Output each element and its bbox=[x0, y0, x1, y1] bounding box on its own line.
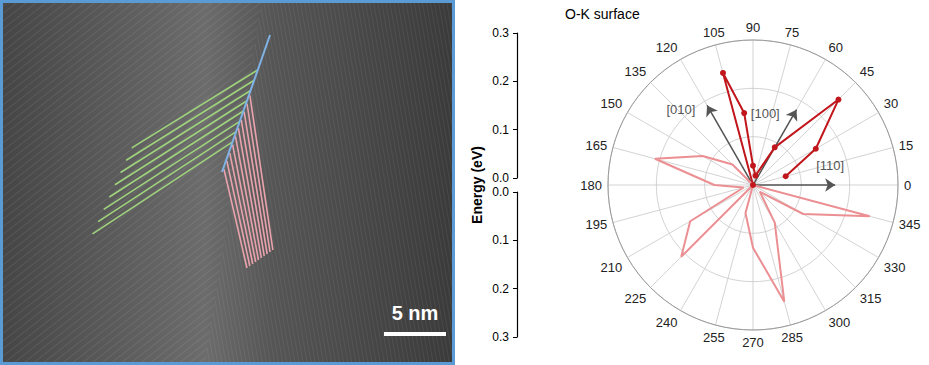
svg-text:195: 195 bbox=[585, 217, 607, 232]
svg-text:180: 180 bbox=[580, 178, 602, 193]
svg-text:60: 60 bbox=[829, 40, 843, 55]
svg-text:210: 210 bbox=[601, 260, 623, 275]
svg-text:240: 240 bbox=[656, 315, 678, 330]
svg-text:330: 330 bbox=[884, 260, 906, 275]
svg-text:345: 345 bbox=[899, 217, 921, 232]
svg-text:225: 225 bbox=[625, 291, 647, 306]
svg-text:0.0: 0.0 bbox=[492, 185, 509, 199]
svg-text:Energy (eV): Energy (eV) bbox=[469, 146, 485, 224]
svg-text:135: 135 bbox=[625, 64, 647, 79]
svg-text:45: 45 bbox=[860, 64, 874, 79]
svg-text:75: 75 bbox=[785, 25, 799, 40]
svg-text:0.1: 0.1 bbox=[492, 123, 509, 137]
svg-text:0.1: 0.1 bbox=[492, 233, 509, 247]
svg-text:0.2: 0.2 bbox=[492, 74, 509, 88]
svg-text:300: 300 bbox=[829, 315, 851, 330]
svg-text:0.3: 0.3 bbox=[492, 26, 509, 40]
svg-text:105: 105 bbox=[703, 25, 725, 40]
svg-text:[010]: [010] bbox=[666, 102, 695, 117]
svg-text:150: 150 bbox=[601, 96, 623, 111]
svg-text:15: 15 bbox=[899, 138, 913, 153]
svg-text:5 nm: 5 nm bbox=[392, 302, 439, 324]
svg-text:285: 285 bbox=[781, 330, 803, 345]
svg-text:90: 90 bbox=[746, 20, 760, 35]
svg-text:270: 270 bbox=[742, 335, 764, 350]
svg-text:O-K surface: O-K surface bbox=[565, 6, 640, 22]
svg-text:315: 315 bbox=[860, 291, 882, 306]
svg-text:30: 30 bbox=[884, 96, 898, 111]
svg-text:255: 255 bbox=[703, 330, 725, 345]
svg-text:0.2: 0.2 bbox=[492, 282, 509, 296]
svg-text:0: 0 bbox=[904, 178, 911, 193]
svg-text:[100]: [100] bbox=[751, 106, 780, 121]
svg-text:120: 120 bbox=[656, 40, 678, 55]
svg-text:0.0: 0.0 bbox=[492, 171, 509, 185]
svg-text:0.3: 0.3 bbox=[492, 330, 509, 344]
svg-text:[110]: [110] bbox=[816, 158, 844, 173]
svg-text:165: 165 bbox=[585, 138, 607, 153]
